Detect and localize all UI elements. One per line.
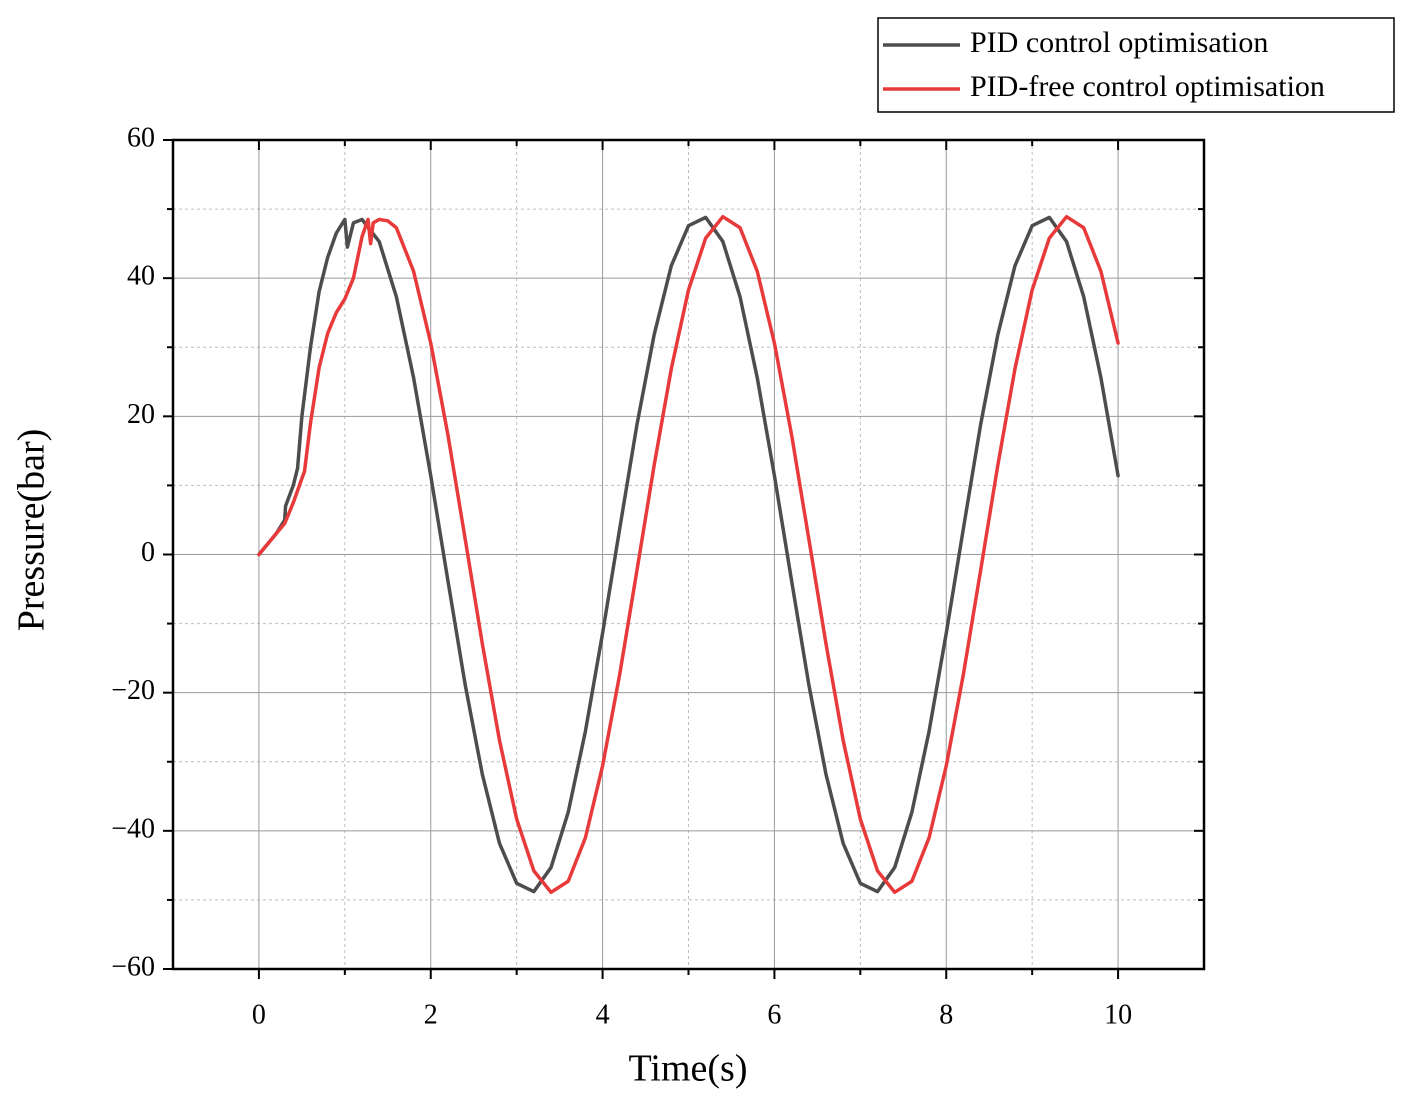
- x-tick-label: 4: [596, 999, 610, 1030]
- y-tick-label: −60: [111, 951, 155, 982]
- data-line: [257, 214, 1120, 895]
- x-tick-label: 2: [424, 999, 438, 1030]
- y-tick-label: 20: [127, 399, 155, 430]
- y-tick-label: 0: [141, 537, 155, 568]
- plot-frame: [171, 138, 1206, 971]
- x-axis-title: Time(s): [629, 1048, 748, 1090]
- x-tick-label: 6: [767, 999, 781, 1030]
- x-tick-label: 0: [252, 999, 266, 1030]
- data-line: [257, 215, 1120, 894]
- y-tick-label: −40: [111, 813, 155, 844]
- legend-box: [877, 17, 1395, 113]
- legend: PID control optimisation PID-free control…: [877, 17, 1395, 113]
- y-tick-label: 40: [127, 261, 155, 292]
- y-tick-label: 60: [127, 122, 155, 153]
- legend-label: PID-free control optimisation: [970, 70, 1325, 103]
- y-axis-title: Pressure(bar): [11, 429, 53, 632]
- x-tick-label: 10: [1104, 999, 1132, 1030]
- legend-label: PID control optimisation: [970, 26, 1268, 59]
- x-tick-label: 8: [939, 999, 953, 1030]
- y-tick-label: −20: [111, 675, 155, 706]
